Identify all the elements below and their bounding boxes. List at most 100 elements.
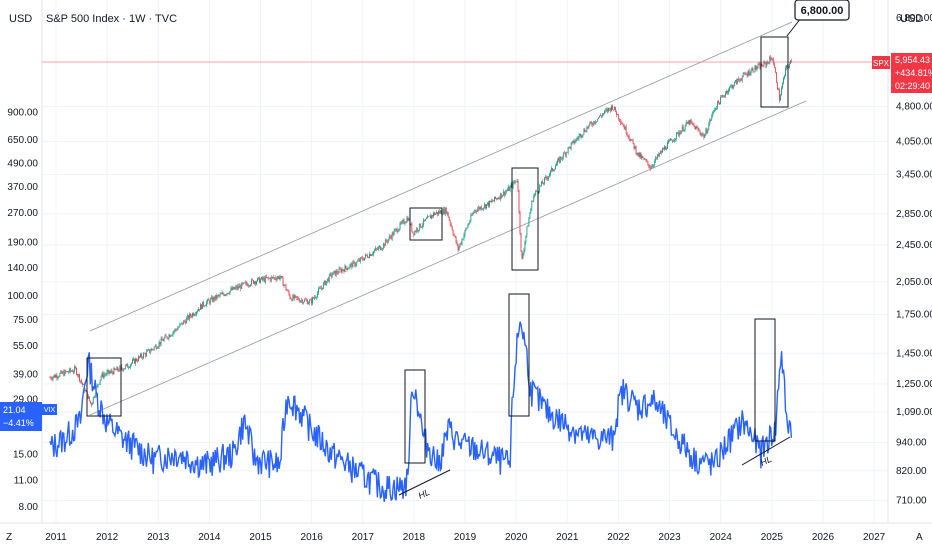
spx-candle-body xyxy=(444,207,446,214)
right-axis-tick: 4,800.00 xyxy=(896,101,932,112)
spx-candle-body xyxy=(473,212,475,214)
left-price-axis[interactable]: 900.00 650.00 490.00 370.00 270.00 190.00 140.… xyxy=(7,108,38,513)
spx-candle-body xyxy=(289,294,291,299)
spx-candle-body xyxy=(538,191,540,193)
spx-candle-body xyxy=(53,375,55,378)
spx-candle-body xyxy=(234,287,236,290)
time-axis[interactable]: 2011 2012 2013 2014 2015 2016 2017 2018 2019 2020… xyxy=(45,532,885,543)
highlight-box-2018-spx[interactable] xyxy=(409,207,443,241)
spx-candle-body xyxy=(249,285,251,287)
right-axis-tick: 3,450.00 xyxy=(896,170,932,181)
spx-candle-body xyxy=(246,282,248,285)
spx-candle-body xyxy=(276,277,278,281)
channel-upper-line[interactable] xyxy=(89,21,793,332)
spx-candle-body xyxy=(733,81,735,86)
right-axis-tick: 2,050.00 xyxy=(896,277,932,288)
left-axis-tick: 75.00 xyxy=(13,315,38,326)
spx-candle-body xyxy=(123,369,125,371)
spx-candle-body xyxy=(778,89,780,90)
spx-candle-body xyxy=(478,207,480,210)
spx-candle-body xyxy=(270,276,272,281)
spx-candle-body xyxy=(675,132,677,139)
spx-candle-body xyxy=(705,129,707,136)
spx-candle-body xyxy=(141,354,142,358)
spx-candle-body xyxy=(526,226,528,236)
hl-trendline-2025[interactable] xyxy=(741,436,791,466)
spx-candle-body xyxy=(82,382,83,385)
spx-candle-body xyxy=(637,152,639,155)
spx-candle-body xyxy=(182,322,184,325)
spx-candle-body xyxy=(293,295,295,299)
spx-candle-body xyxy=(100,376,102,380)
spx-candle-body xyxy=(726,90,727,94)
highlight-box-2025-vix[interactable] xyxy=(754,318,776,442)
spx-candle-body xyxy=(306,299,308,301)
right-axis-tick: 6,800.00 xyxy=(896,13,932,24)
spx-candle-body xyxy=(378,247,379,250)
spx-candle-body xyxy=(281,276,283,278)
vix-last-value-box xyxy=(0,402,42,431)
spx-candle-body xyxy=(94,395,96,398)
log-toggle[interactable]: Z xyxy=(6,532,12,543)
spx-candle-body xyxy=(292,295,294,301)
spx-candle-body xyxy=(640,153,642,159)
spx-candle-body xyxy=(427,216,428,219)
spx-candle-body xyxy=(384,239,386,246)
spx-candle-body xyxy=(488,202,489,207)
spx-candle-body xyxy=(176,329,178,331)
highlight-box-2011[interactable] xyxy=(86,357,122,417)
spx-candle-body xyxy=(436,212,437,214)
right-price-axis[interactable]: 6,800.00 4,800.00 4,050.00 3,450.00 2,850.00… xyxy=(896,13,932,507)
spx-candle-body xyxy=(510,184,512,187)
spx-candle-body xyxy=(432,215,433,217)
spx-candle-body xyxy=(670,139,671,141)
spx-candle-body xyxy=(186,318,188,324)
highlight-box-2020-spx[interactable] xyxy=(511,167,539,271)
time-axis-tick: 2019 xyxy=(454,532,477,543)
spx-candle-body xyxy=(418,230,420,231)
price-callout-box[interactable] xyxy=(794,0,850,21)
spx-candle-body xyxy=(745,74,747,75)
spx-candle-body xyxy=(396,228,398,233)
spx-candle-body xyxy=(244,282,246,284)
spx-candle-body xyxy=(465,228,467,231)
spx-candle-body xyxy=(174,329,176,332)
spx-candle-body xyxy=(298,298,300,301)
spx-candle-body xyxy=(220,293,222,295)
left-axis-tick: 39.00 xyxy=(13,370,38,381)
channel-lower-line[interactable] xyxy=(89,100,807,416)
highlight-box-2018-vix[interactable] xyxy=(404,369,426,464)
spx-candle-body xyxy=(626,133,628,136)
spx-candle-body xyxy=(90,403,92,406)
spx-candle-body xyxy=(171,334,173,336)
spx-candle-body xyxy=(490,200,491,202)
spx-candle-body xyxy=(437,212,438,215)
spx-candle-body xyxy=(216,295,218,299)
spx-candle-body xyxy=(128,367,130,369)
highlight-box-2025-spx[interactable] xyxy=(760,36,789,108)
spx-candle-body xyxy=(500,193,502,198)
spx-candle-body xyxy=(621,123,623,126)
spx-candle-body xyxy=(699,130,701,134)
hl-label-2018: HL xyxy=(417,487,432,501)
spx-candle-body xyxy=(240,285,242,289)
spx-candle-body xyxy=(101,372,103,377)
spx-candle-body xyxy=(695,126,697,130)
spx-candle-body xyxy=(67,371,69,373)
spx-candle-body xyxy=(108,370,110,374)
auto-scale-toggle[interactable]: A xyxy=(916,532,923,543)
hl-trendline-2018[interactable] xyxy=(398,469,451,496)
spx-candle-body xyxy=(416,228,418,232)
spx-candle-body xyxy=(777,82,779,90)
spx-candle-body xyxy=(299,300,301,303)
chart-title: S&P 500 Index · 1W · TVC xyxy=(46,13,177,25)
spx-candle-body xyxy=(780,95,781,101)
highlight-box-2020-vix[interactable] xyxy=(508,293,530,417)
spx-candle-body xyxy=(681,126,683,131)
spx-candle-body xyxy=(132,359,133,364)
spx-candle-body xyxy=(56,375,58,379)
spx-candle-body xyxy=(738,79,740,81)
spx-candle-body xyxy=(326,278,328,282)
left-currency-label: USD xyxy=(9,13,32,25)
